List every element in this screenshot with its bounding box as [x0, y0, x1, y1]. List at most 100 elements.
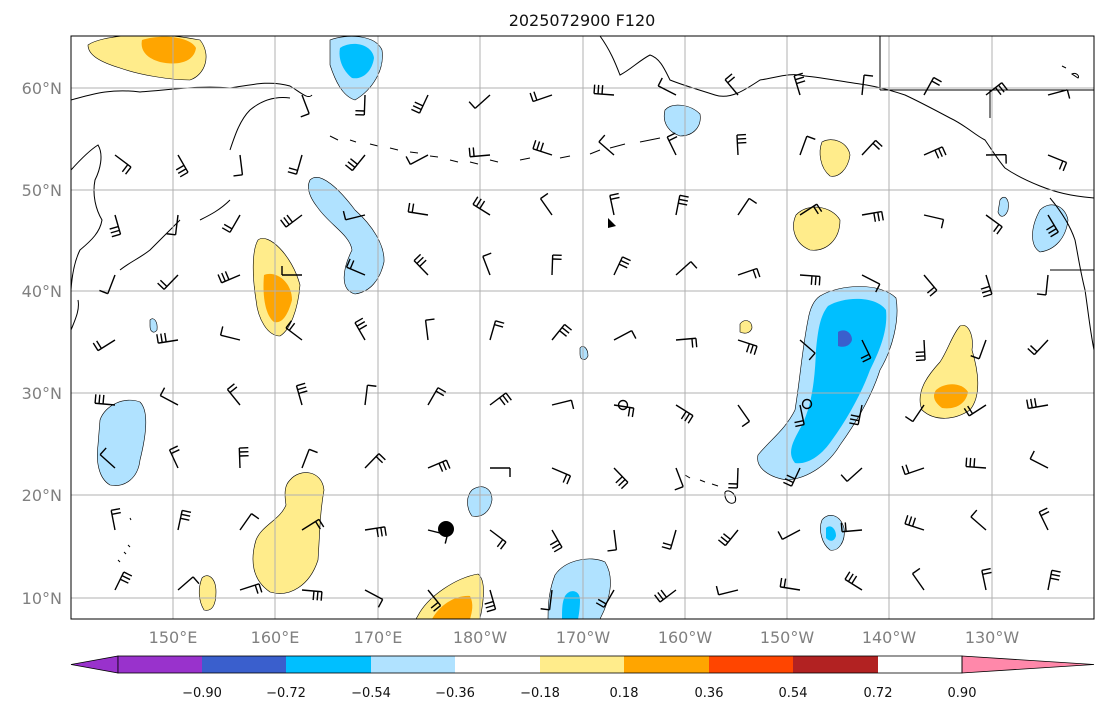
barb-feather [416, 256, 424, 264]
barb-feather [1026, 399, 1029, 409]
wind-barb [861, 139, 883, 156]
barb-feather [482, 252, 492, 257]
barb-feather [111, 511, 121, 515]
barb-shaft [163, 274, 179, 290]
wind-barb [980, 274, 993, 298]
barb-feather [119, 578, 129, 584]
barb-shaft [364, 589, 383, 601]
lat-label-60n: 60°N [22, 79, 62, 98]
barb-feather [849, 422, 859, 426]
barb-shaft [238, 447, 241, 469]
barb-shaft [364, 526, 385, 531]
wind-barb [364, 589, 384, 608]
barb-shaft [861, 139, 877, 156]
barb-feather [475, 198, 482, 207]
wind-barb [344, 154, 366, 172]
barb-feather [300, 113, 310, 118]
wind-barb [849, 404, 863, 426]
wind-barb [861, 274, 881, 293]
wind-barb [799, 339, 816, 361]
barb-shaft [970, 516, 987, 531]
barb-shaft [718, 589, 739, 596]
lon-label-160w: 160°W [658, 628, 713, 647]
colorbar-tick-label: −0.36 [435, 686, 475, 701]
barb-feather [349, 260, 355, 270]
barb-feather [597, 84, 600, 94]
map-title: 2025072900 F120 [509, 11, 656, 30]
barb-feather [405, 156, 411, 165]
barb-shaft [168, 449, 179, 469]
lon-label-180w: 180°W [453, 628, 508, 647]
barb-feather [99, 447, 107, 456]
barb-feather [378, 453, 386, 461]
barb-feather [380, 527, 383, 537]
wind-barb [613, 329, 637, 341]
barb-shaft [551, 529, 563, 548]
barb-shaft [904, 523, 925, 531]
wind-barb [1026, 398, 1049, 410]
wind-barb [783, 467, 801, 487]
barb-shaft [985, 214, 1003, 228]
barb-feather [344, 164, 353, 172]
barb-feather [777, 531, 783, 540]
barb-feather [618, 479, 626, 487]
wind-barb [99, 274, 116, 295]
barb-shaft [799, 135, 808, 156]
barb-feather [691, 338, 694, 348]
barb-feather [566, 475, 572, 485]
colorbar-tick-label: 0.54 [779, 686, 808, 701]
barb-shaft [923, 77, 935, 96]
barb-feather [610, 196, 620, 201]
barb-feather [715, 585, 720, 596]
wind-barb [861, 74, 874, 96]
barb-feather [981, 289, 991, 294]
barb-feather [160, 333, 163, 343]
colorbar-tick-label: 0.90 [948, 686, 977, 701]
barb-feather [219, 326, 224, 336]
barb-feather [844, 522, 847, 532]
colorbar-tick-label: 0.36 [695, 686, 724, 701]
barb-shaft [418, 94, 429, 114]
barb-shaft [489, 392, 507, 406]
field-lightblue-155w-north [663, 104, 701, 137]
barb-shaft [160, 394, 179, 406]
barb-shaft [239, 513, 253, 531]
barb-feather [1050, 231, 1059, 238]
wind-barb [295, 382, 308, 406]
wind-barb [1047, 89, 1071, 99]
wind-barb [1046, 214, 1059, 238]
barb-feather [414, 101, 424, 107]
field-lightblue-small-150e [149, 318, 158, 333]
wind-barb [226, 383, 241, 406]
barb-feather [233, 174, 243, 177]
barb-feather [779, 577, 783, 587]
field-blue-175e [339, 43, 374, 79]
barb-shaft [981, 570, 987, 591]
wind-barb [280, 214, 303, 228]
barb-feather [615, 476, 623, 484]
barb-feather [217, 274, 223, 284]
barb-shaft [239, 154, 244, 175]
barb-feather [875, 139, 883, 148]
wind-barb [1027, 339, 1049, 356]
barb-feather [934, 149, 940, 159]
barb-shaft [470, 154, 491, 158]
colorbar-segment [455, 656, 540, 673]
wind-barb [411, 94, 429, 114]
barb-feather [425, 318, 435, 321]
barb-feather [221, 227, 231, 233]
barb-feather [98, 394, 101, 404]
barb-feather [657, 592, 664, 601]
barb-feather [784, 478, 794, 484]
barb-feather [169, 445, 179, 451]
barb-feather [908, 516, 913, 526]
barb-shaft [410, 154, 429, 166]
barb-feather [727, 76, 736, 84]
wind-barb [364, 453, 386, 469]
barb-shaft [220, 334, 241, 341]
wind-barb [717, 529, 739, 547]
barb-feather [251, 513, 260, 520]
wind-barb [156, 332, 179, 344]
barb-feather [631, 330, 637, 339]
wind-barb [613, 404, 635, 418]
